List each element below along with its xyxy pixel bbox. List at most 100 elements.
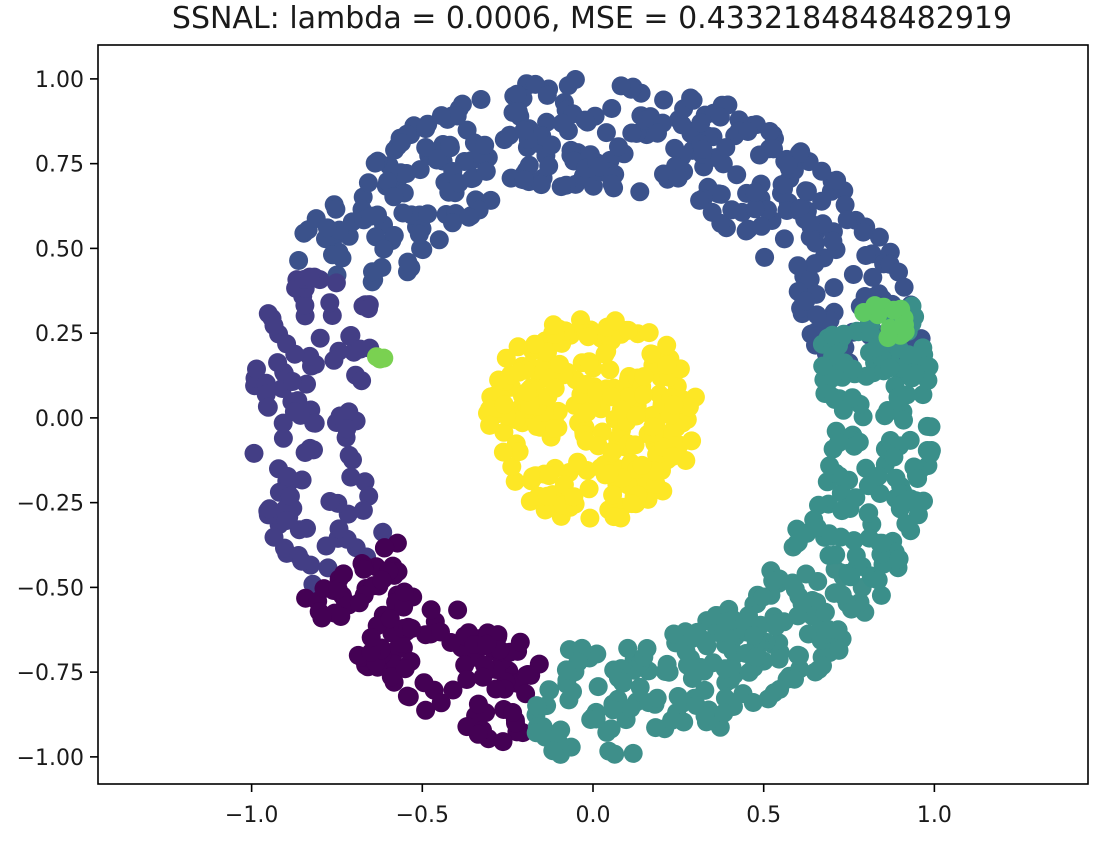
data-point-cluster-3 bbox=[399, 687, 419, 707]
data-point-cluster-5 bbox=[844, 531, 864, 551]
data-point-cluster-1 bbox=[378, 171, 398, 191]
data-point-cluster-2 bbox=[268, 353, 288, 373]
y-axis: 1.00 0.75 0.50 0.25 0.00 −0.25 −0.50 −0.75 −1.00 bbox=[17, 68, 98, 771]
data-point-cluster-1 bbox=[630, 182, 650, 202]
data-point-cluster-4 bbox=[637, 639, 657, 658]
data-point-cluster-3 bbox=[448, 600, 468, 620]
data-point-cluster-5 bbox=[901, 489, 921, 509]
data-point-cluster-5 bbox=[820, 456, 840, 476]
data-point-cluster-2 bbox=[295, 443, 315, 462]
data-point-cluster-0 bbox=[577, 402, 597, 422]
data-point-cluster-5 bbox=[898, 345, 918, 365]
data-point-cluster-2 bbox=[280, 486, 300, 506]
data-point-cluster-0 bbox=[600, 360, 620, 380]
data-point-cluster-2 bbox=[320, 293, 340, 313]
data-point-cluster-1 bbox=[668, 168, 688, 188]
data-point-cluster-0 bbox=[588, 436, 608, 456]
data-point-cluster-4 bbox=[599, 741, 619, 761]
data-point-cluster-1 bbox=[596, 123, 616, 143]
data-point-cluster-1 bbox=[690, 190, 710, 210]
data-point-cluster-1 bbox=[683, 90, 703, 110]
data-point-cluster-5 bbox=[872, 533, 892, 553]
data-point-cluster-5 bbox=[846, 488, 866, 508]
data-point-cluster-1 bbox=[542, 135, 561, 155]
data-point-cluster-1 bbox=[361, 206, 381, 226]
data-point-cluster-4 bbox=[668, 687, 688, 706]
data-point-cluster-0 bbox=[527, 417, 547, 436]
data-point-cluster-1 bbox=[843, 265, 863, 284]
data-point-cluster-0 bbox=[502, 457, 522, 477]
data-point-cluster-0 bbox=[662, 447, 682, 466]
data-point-cluster-5 bbox=[832, 501, 852, 521]
data-point-cluster-3 bbox=[431, 693, 451, 713]
data-point-cluster-1 bbox=[507, 84, 527, 104]
data-point-cluster-5 bbox=[886, 468, 906, 488]
data-point-cluster-1 bbox=[416, 119, 436, 139]
data-point-cluster-0 bbox=[496, 348, 516, 368]
data-point-cluster-0 bbox=[664, 395, 684, 415]
data-point-cluster-5 bbox=[896, 514, 916, 534]
data-point-cluster-4 bbox=[539, 680, 559, 700]
data-point-cluster-1 bbox=[722, 200, 742, 220]
data-point-cluster-4 bbox=[770, 679, 790, 699]
data-point-cluster-0 bbox=[568, 452, 588, 472]
data-point-cluster-2 bbox=[320, 492, 340, 511]
data-point-cluster-0 bbox=[619, 320, 638, 340]
data-point-cluster-0 bbox=[657, 335, 677, 355]
data-point-cluster-1 bbox=[552, 113, 572, 133]
data-point-cluster-0 bbox=[545, 378, 565, 398]
data-point-cluster-0 bbox=[564, 487, 584, 507]
data-point-cluster-1 bbox=[774, 229, 794, 249]
data-point-cluster-0 bbox=[525, 334, 545, 354]
data-point-cluster-1 bbox=[812, 191, 832, 211]
data-point-cluster-5 bbox=[844, 436, 864, 456]
data-point-cluster-1 bbox=[447, 106, 467, 126]
data-point-cluster-3 bbox=[361, 628, 381, 648]
data-point-cluster-1 bbox=[289, 251, 309, 270]
data-point-cluster-4 bbox=[559, 690, 579, 710]
data-point-cluster-4 bbox=[655, 662, 675, 681]
data-point-cluster-3 bbox=[394, 597, 414, 617]
data-point-cluster-2 bbox=[300, 346, 320, 366]
data-point-cluster-0 bbox=[579, 353, 599, 373]
data-point-cluster-5 bbox=[841, 567, 861, 587]
data-point-cluster-1 bbox=[622, 123, 642, 143]
data-point-cluster-1 bbox=[475, 135, 495, 155]
data-point-cluster-4 bbox=[746, 647, 766, 667]
data-point-cluster-4 bbox=[785, 669, 804, 689]
y-tick-label: −1.00 bbox=[17, 746, 84, 771]
y-tick-label: 0.25 bbox=[35, 322, 84, 347]
data-point-cluster-6 bbox=[880, 319, 900, 338]
data-point-cluster-4 bbox=[714, 703, 734, 723]
data-point-cluster-2 bbox=[352, 371, 372, 391]
data-point-cluster-2 bbox=[284, 402, 304, 422]
data-point-cluster-2 bbox=[244, 443, 264, 463]
data-point-cluster-5 bbox=[871, 585, 891, 605]
data-point-cluster-2 bbox=[285, 344, 305, 364]
data-point-cluster-1 bbox=[805, 254, 825, 274]
data-point-cluster-4 bbox=[739, 662, 759, 682]
data-point-cluster-0 bbox=[509, 362, 529, 382]
data-point-cluster-2 bbox=[341, 467, 361, 487]
y-tick-label: 0.75 bbox=[35, 153, 84, 178]
data-point-cluster-0 bbox=[550, 354, 570, 374]
data-point-cluster-0 bbox=[493, 442, 513, 462]
data-point-cluster-3 bbox=[486, 679, 506, 699]
data-point-cluster-1 bbox=[537, 85, 557, 105]
data-point-cluster-1 bbox=[778, 155, 798, 175]
data-point-cluster-5 bbox=[829, 433, 849, 453]
data-point-cluster-1 bbox=[514, 120, 534, 140]
data-point-cluster-1 bbox=[856, 246, 876, 265]
data-point-cluster-3 bbox=[473, 667, 493, 687]
data-point-cluster-2 bbox=[273, 428, 293, 448]
data-point-cluster-4 bbox=[687, 622, 707, 642]
data-point-cluster-0 bbox=[595, 344, 615, 364]
data-point-cluster-4 bbox=[682, 669, 702, 688]
data-point-cluster-4 bbox=[527, 696, 547, 716]
data-point-cluster-5 bbox=[908, 469, 928, 488]
data-point-cluster-3 bbox=[443, 680, 463, 700]
data-point-cluster-1 bbox=[609, 137, 628, 157]
data-point-cluster-2 bbox=[305, 413, 325, 433]
data-point-cluster-0 bbox=[508, 337, 528, 357]
data-point-cluster-4 bbox=[587, 644, 607, 664]
